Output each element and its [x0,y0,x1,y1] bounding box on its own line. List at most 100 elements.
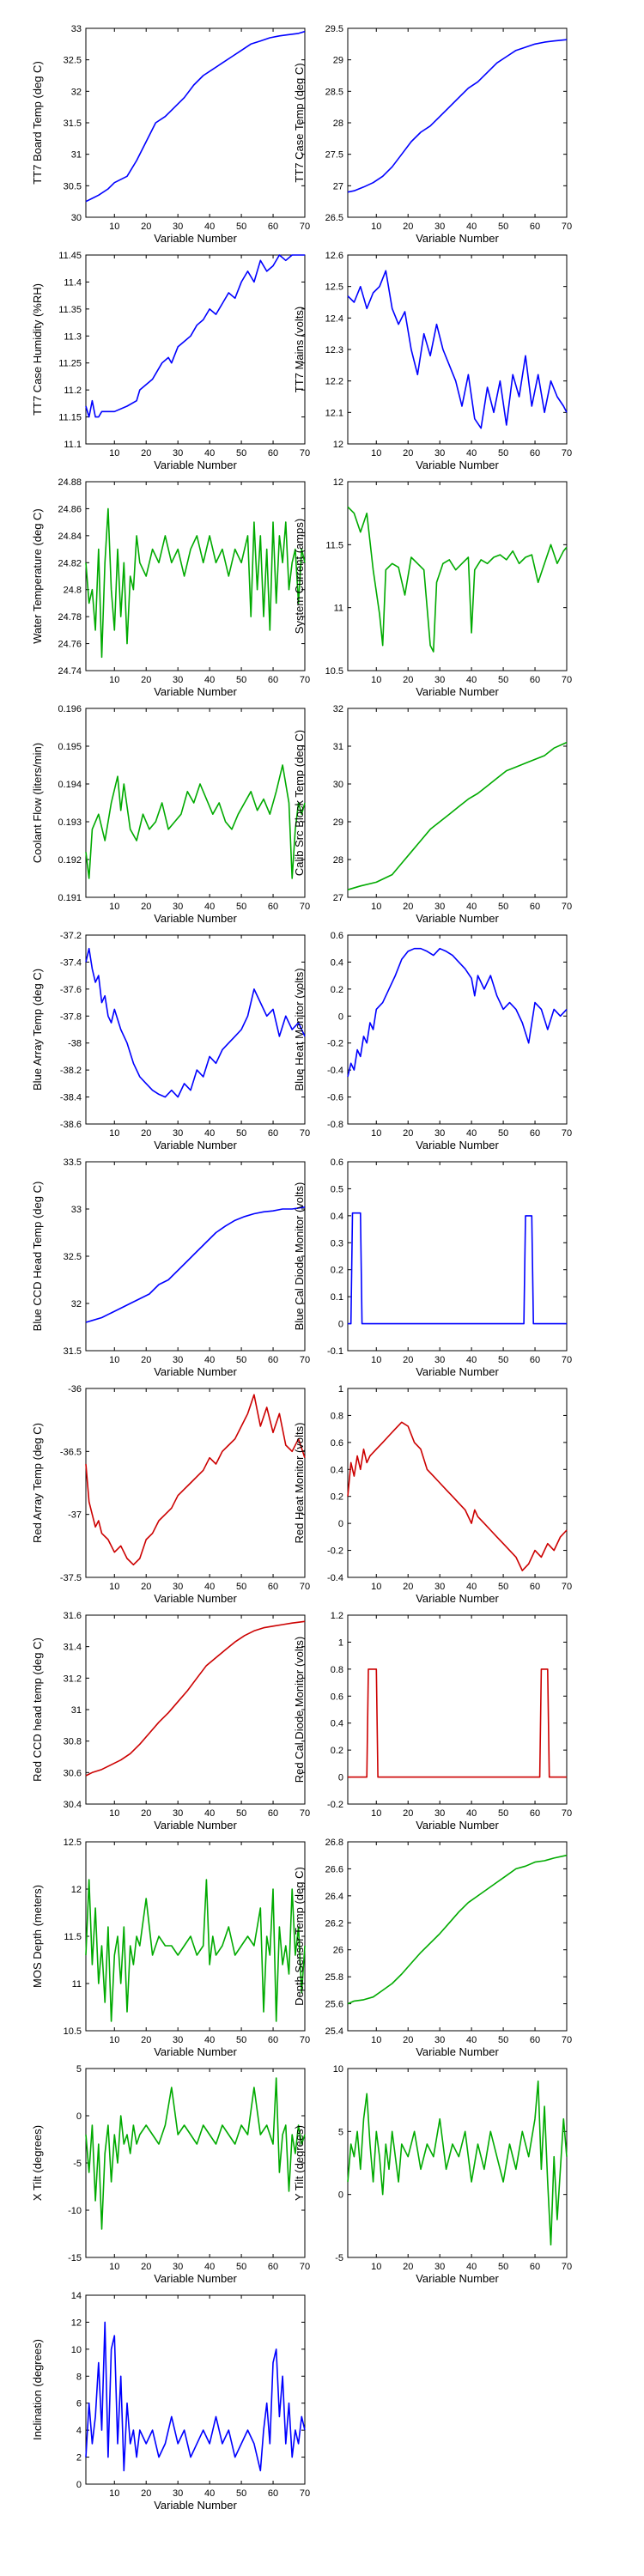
x-tick-label: 40 [466,1582,477,1592]
y-tick-label: 2 [76,2453,82,2464]
chart-panel-19: 10 20 30 40 50 60 70 -15 -10 -5 0 5 Variable Number X… [31,2064,310,2285]
x-tick-label: 60 [268,2262,278,2272]
x-tick-label: 40 [466,2262,477,2272]
series-line [347,2080,568,2246]
x-tick-label: 60 [530,2262,540,2272]
y-tick-label: 24.82 [58,558,82,568]
y-tick-label: 30.4 [64,1800,82,1810]
x-tick-label: 30 [434,1582,445,1592]
x-tick-label: 60 [268,1808,278,1819]
x-tick-label: 60 [268,222,278,232]
x-tick-label: 40 [466,222,477,232]
x-tick-label: 70 [300,2035,310,2045]
x-axis-label: Variable Number [154,1592,237,1605]
y-tick-label: -0.1 [327,1346,343,1357]
y-tick-label: 0.191 [58,893,82,903]
chart-panel-15: 10 20 30 40 50 60 70 30.4 30.6 30.8 31 31.2 31.4 31.6… [31,1611,310,1832]
x-tick-label: 20 [403,2035,413,2045]
x-tick-label: 70 [300,1128,310,1139]
x-tick-label: 30 [173,1355,183,1365]
x-tick-label: 50 [236,448,246,459]
y-axis-label: Blue Heat Monitor (volts) [293,968,306,1091]
x-tick-label: 30 [173,1808,183,1819]
x-axis-label: Variable Number [416,1139,499,1151]
y-tick-label: 26.6 [325,1864,343,1874]
x-tick-label: 50 [236,2488,246,2499]
series-line [85,507,306,659]
series-line [348,1668,567,1778]
x-tick-label: 50 [498,222,508,232]
y-tick-label: 4 [76,2426,82,2436]
x-axis-label: Variable Number [416,1592,499,1605]
series-line [85,1206,306,1323]
x-tick-label: 20 [141,1128,151,1139]
x-tick-label: 30 [173,675,183,685]
x-tick-label: 20 [141,902,151,912]
y-tick-label: 27 [333,893,343,903]
x-tick-label: 30 [173,2035,183,2045]
series-line [347,39,568,193]
plot-frame [347,1388,568,1578]
y-tick-label: 0.6 [331,931,343,941]
y-tick-label: 30.6 [64,1768,82,1778]
x-tick-label: 70 [300,1355,310,1365]
series-line [85,947,306,1098]
x-tick-label: 70 [300,222,310,232]
y-axis-label: Red Heat Monitor (volts) [293,1423,306,1544]
y-tick-label: 26.5 [325,213,343,223]
x-tick-label: 40 [204,448,215,459]
plot-frame [347,1161,568,1352]
x-tick-label: 20 [403,1355,413,1365]
x-tick-label: 50 [236,1355,246,1365]
y-tick-label: 26.2 [325,1918,343,1929]
y-tick-label: 1 [338,1637,343,1648]
x-tick-label: 70 [300,902,310,912]
x-tick-label: 60 [530,222,540,232]
y-tick-label: 33 [71,1205,82,1215]
x-tick-label: 10 [371,2035,381,2045]
y-tick-label: 10 [71,2345,82,2355]
x-axis-label: Variable Number [154,459,237,471]
x-axis-label: Variable Number [154,912,237,925]
y-axis-label: Red Array Temp (deg C) [31,1423,44,1543]
y-tick-label: 11.3 [64,331,82,342]
x-tick-label: 10 [109,2262,119,2272]
x-tick-label: 10 [109,902,119,912]
x-tick-label: 30 [173,902,183,912]
x-tick-label: 30 [434,448,445,459]
plot-frame [347,481,568,671]
x-axis-label: Variable Number [416,1365,499,1378]
chart-panel-5: 10 20 30 40 50 60 70 24.74 24.76 24.78 24.8 24.82 24… [31,477,310,698]
y-tick-label: -37.4 [60,957,82,968]
y-tick-label: 31.6 [64,1611,82,1621]
x-tick-label: 20 [403,1808,413,1819]
y-tick-label: 31 [333,742,343,752]
x-tick-label: 70 [562,222,572,232]
y-axis-label: TT7 Case Temp (deg C) [293,63,306,182]
y-tick-label: 33.5 [64,1157,82,1168]
x-tick-label: 10 [109,1582,119,1592]
x-tick-label: 40 [204,1808,215,1819]
y-tick-label: 33 [71,24,82,34]
x-tick-label: 50 [236,2262,246,2272]
chart-panel-14: 10 20 30 40 50 60 70 -0.4 -0.2 0 0.2 0.4 0.6 0.8 1 Vari… [293,1384,572,1605]
y-tick-label: -37.6 [60,985,82,995]
series-line [85,2321,306,2472]
x-tick-label: 40 [466,2035,477,2045]
y-tick-label: 24.76 [58,640,82,650]
x-axis-label: Variable Number [154,1139,237,1151]
y-tick-label: 5 [76,2064,82,2075]
y-tick-label: -38.6 [60,1120,82,1130]
y-tick-label: -10 [68,2206,82,2216]
chart-panel-3: 10 20 30 40 50 60 70 11.1 11.15 11.2 11.25 11.3 11.3… [31,251,310,471]
y-tick-label: 11.5 [64,1932,82,1942]
series-line [85,764,306,879]
chart-panel-11: 10 20 30 40 50 60 70 31.5 32 32.5 33 33.5 Variable N… [31,1157,310,1378]
y-tick-label: 31.4 [64,1643,82,1653]
series-line [85,1620,306,1777]
x-tick-label: 70 [300,448,310,459]
x-tick-label: 10 [109,1355,119,1365]
y-tick-label: 0.6 [331,1438,343,1449]
x-tick-label: 50 [498,1582,508,1592]
x-axis-label: Variable Number [416,1819,499,1832]
